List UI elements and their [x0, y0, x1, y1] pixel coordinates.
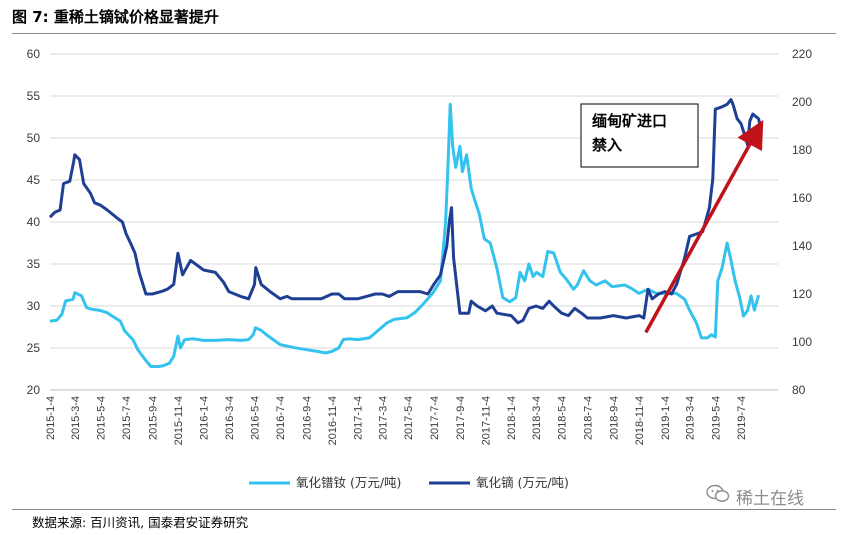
right-tick-label: 200 — [792, 95, 812, 109]
watermark: 稀土在线 — [706, 484, 836, 509]
x-tick-label: 2019-1-4 — [660, 396, 672, 440]
left-tick-label: 25 — [27, 341, 41, 355]
x-tick-label: 2016-5-4 — [250, 396, 262, 440]
x-tick-label: 2018-9-4 — [608, 396, 620, 440]
x-tick-label: 2018-11-4 — [634, 396, 646, 445]
annotation-arrow — [644, 119, 764, 334]
right-tick-label: 180 — [792, 143, 812, 157]
watermark-text: 稀土在线 — [736, 488, 804, 509]
x-tick-label: 2016-1-4 — [199, 396, 211, 440]
x-tick-label: 2017-1-4 — [353, 396, 365, 440]
chart-annotation: 缅甸矿进口 禁入 — [580, 103, 764, 334]
x-tick-label: 2018-5-4 — [557, 396, 569, 440]
left-tick-label: 45 — [27, 173, 41, 187]
x-tick-label: 2017-9-4 — [455, 396, 467, 440]
right-tick-label: 220 — [792, 47, 812, 61]
right-tick-label: 160 — [792, 191, 812, 205]
right-tick-label: 100 — [792, 335, 812, 349]
left-tick-label: 55 — [27, 89, 41, 103]
legend-label-dy: 氧化镝 (万元/吨) — [476, 475, 569, 490]
right-tick-label: 80 — [792, 383, 806, 397]
left-tick-label: 40 — [27, 215, 41, 229]
wechat-icon — [706, 484, 730, 508]
x-tick-label: 2015-1-4 — [45, 396, 57, 440]
left-tick-label: 60 — [27, 47, 41, 61]
left-tick-label: 50 — [27, 131, 41, 145]
right-tick-label: 140 — [792, 239, 812, 253]
left-y-axis: 20 25 30 35 40 45 50 55 60 — [27, 47, 41, 397]
x-tick-label: 2017-5-4 — [403, 396, 415, 440]
x-tick-label: 2015-3-4 — [70, 396, 82, 440]
x-tick-label: 2016-9-4 — [301, 396, 313, 440]
x-tick-label: 2019-3-4 — [685, 396, 697, 440]
x-tick-label: 2017-11-4 — [481, 396, 493, 445]
chart-legend: 氧化镨钕 (万元/吨) 氧化镝 (万元/吨) — [249, 475, 569, 490]
left-tick-label: 30 — [27, 299, 41, 313]
x-tick-label: 2018-7-4 — [582, 396, 594, 440]
title-divider — [12, 33, 836, 34]
x-tick-label: 2018-3-4 — [531, 396, 543, 440]
right-y-axis: 80 100 120 140 160 180 200 220 — [792, 47, 812, 397]
footer-divider — [12, 509, 836, 510]
x-tick-label: 2015-11-4 — [173, 396, 185, 445]
legend-label-prnd: 氧化镨钕 (万元/吨) — [296, 475, 401, 490]
annotation-text-line2: 禁入 — [592, 136, 622, 154]
annotation-text-line1: 缅甸矿进口 — [592, 112, 667, 130]
left-tick-label: 20 — [27, 383, 41, 397]
annotation-box — [580, 103, 699, 168]
figure-title: 图 7: 重稀土镝铽价格显著提升 — [12, 8, 219, 26]
source-note: 数据来源: 百川资讯, 国泰君安证券研究 — [32, 515, 249, 530]
x-axis: 2015-1-4 2015-3-4 2015-5-4 2015-7-4 2015-9-4… — [45, 389, 778, 445]
left-tick-label: 35 — [27, 257, 41, 271]
x-tick-label: 2015-7-4 — [121, 396, 133, 440]
x-tick-label: 2016-3-4 — [224, 396, 236, 440]
x-tick-label: 2016-7-4 — [275, 396, 287, 440]
x-tick-label: 2017-3-4 — [377, 396, 389, 440]
x-tick-label: 2016-11-4 — [327, 396, 339, 445]
x-tick-label: 2019-7-4 — [736, 396, 748, 440]
x-tick-label: 2019-5-4 — [710, 396, 722, 440]
x-tick-label: 2017-7-4 — [429, 396, 441, 440]
right-tick-label: 120 — [792, 287, 812, 301]
x-tick-label: 2018-1-4 — [506, 396, 518, 440]
x-tick-label: 2015-5-4 — [95, 396, 107, 440]
x-tick-label: 2015-9-4 — [147, 396, 159, 440]
